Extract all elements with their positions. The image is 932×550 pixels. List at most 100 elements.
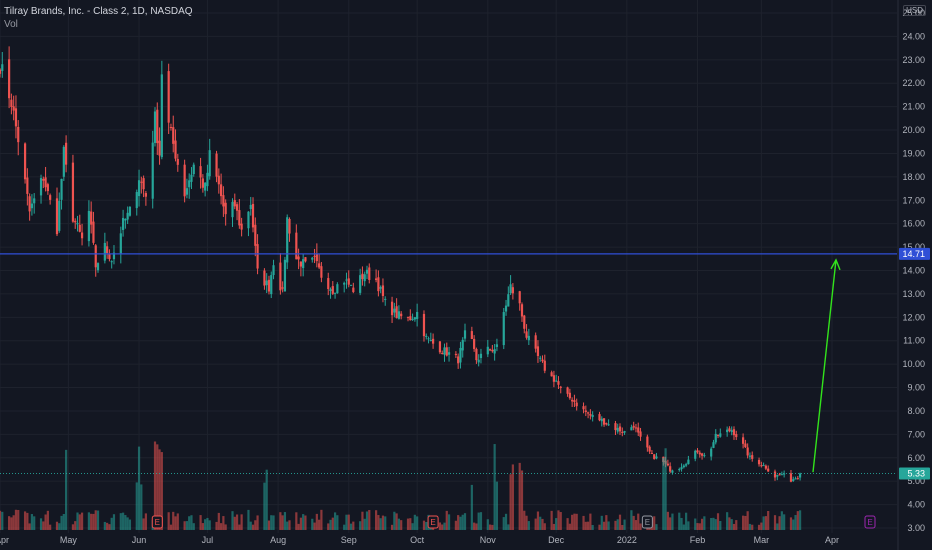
volume-bar — [333, 512, 337, 530]
candle-body — [65, 142, 68, 165]
candle-body — [653, 454, 656, 459]
volume-bar — [174, 516, 177, 530]
volume-bar — [416, 516, 419, 530]
x-tick-label: 2022 — [617, 535, 637, 545]
volume-bar — [742, 515, 745, 530]
volume-bar — [507, 524, 510, 530]
candle-body — [493, 349, 496, 354]
candle-body — [502, 312, 505, 346]
earnings-event-marker[interactable]: E — [151, 515, 163, 529]
volume-bar — [176, 513, 179, 530]
event-box[interactable] — [864, 515, 876, 529]
candle-body — [247, 211, 250, 229]
event-label[interactable]: E — [430, 518, 435, 527]
candle-body — [267, 279, 271, 292]
volume-bar — [359, 521, 362, 530]
volume-bar — [331, 517, 334, 530]
earnings-event-marker[interactable]: E — [641, 515, 653, 529]
volume-bar — [347, 514, 350, 530]
volume-bar — [543, 523, 546, 530]
candle-body — [400, 313, 403, 317]
candle-body — [618, 426, 622, 432]
candle-body — [703, 455, 706, 457]
y-tick-label: 15.00 — [902, 242, 925, 252]
candle-body — [60, 178, 63, 200]
candle-body — [557, 381, 560, 385]
candle-body — [58, 200, 61, 231]
volume-bar — [696, 523, 699, 530]
volume-bar — [304, 515, 307, 530]
candle-body — [17, 126, 20, 143]
event-box[interactable] — [427, 515, 439, 529]
volume-bar — [685, 512, 688, 530]
volume-bar — [655, 524, 658, 530]
candle-body — [678, 469, 681, 471]
volume-bar — [108, 524, 111, 530]
candle-body — [507, 294, 510, 307]
candle-body — [201, 178, 204, 188]
volume-bar — [637, 513, 640, 530]
volume-bar — [46, 510, 49, 530]
y-tick-label: 16.00 — [902, 219, 925, 229]
volume-indicator-label[interactable]: Vol — [4, 19, 18, 30]
candle-body — [295, 232, 298, 260]
volume-bar — [441, 524, 444, 530]
event-label[interactable]: E — [867, 518, 872, 527]
volume-bar — [283, 512, 287, 530]
volume-bar — [60, 515, 63, 530]
candle-body — [543, 360, 546, 371]
volume-bar — [488, 524, 492, 530]
candle-body — [23, 143, 27, 180]
candle-body — [710, 448, 713, 457]
volume-bar — [279, 512, 282, 530]
volume-bar — [760, 522, 763, 530]
volume-bar — [425, 521, 428, 530]
candle-body — [431, 338, 435, 344]
event-box[interactable] — [151, 515, 163, 529]
event-label[interactable]: E — [645, 518, 650, 527]
candle-body — [78, 224, 81, 232]
volume-bar — [361, 511, 364, 530]
volume-bar — [10, 517, 13, 530]
candle-body — [630, 427, 633, 431]
volume-bar — [698, 523, 701, 530]
volume-bar — [463, 513, 467, 530]
volume-bar — [65, 449, 68, 530]
currency-label[interactable]: USD — [903, 5, 926, 16]
candle-body — [536, 346, 540, 356]
volume-bar — [110, 517, 113, 530]
candle-body — [10, 99, 13, 107]
y-tick-label: 14.00 — [902, 266, 925, 276]
symbol-title[interactable]: Tilray Brands, Inc. - Class 2, 1D, NASDA… — [4, 6, 193, 17]
volume-bar — [518, 462, 521, 530]
candle-body — [427, 338, 430, 340]
volume-bar — [719, 521, 722, 530]
volume-bar — [443, 522, 446, 530]
volume-bar — [550, 510, 553, 530]
volume-bar — [377, 515, 380, 530]
candle-body — [14, 108, 18, 127]
candle-body — [621, 431, 624, 433]
candle-body — [137, 180, 141, 197]
volume-bar — [447, 514, 451, 530]
y-tick-label: 22.00 — [902, 78, 925, 88]
volume-bar — [618, 514, 622, 530]
x-tick-label: Nov — [480, 535, 497, 545]
candle-body — [286, 217, 289, 263]
volume-bar — [153, 441, 157, 530]
candle-body — [238, 210, 241, 226]
event-label[interactable]: E — [155, 518, 160, 527]
volume-bar — [400, 520, 403, 530]
volume-bar — [573, 513, 576, 530]
earnings-event-marker[interactable]: E — [864, 515, 876, 529]
event-box[interactable] — [641, 515, 653, 529]
volume-bar — [630, 510, 633, 530]
volume-bar — [607, 521, 610, 530]
earnings-event-marker[interactable]: E — [427, 515, 439, 529]
candle-body — [42, 178, 45, 181]
x-tick-label: Apr — [825, 535, 839, 545]
volume-bar — [329, 519, 332, 530]
candle-body — [121, 217, 125, 230]
